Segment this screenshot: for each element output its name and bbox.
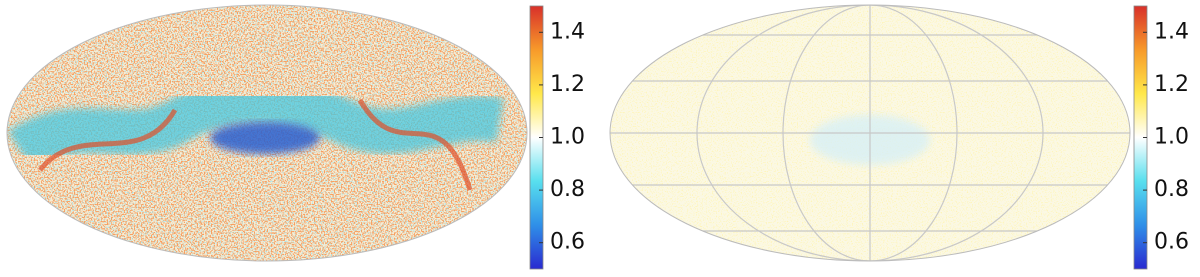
colorbar-tick-label: 1.4 bbox=[550, 19, 585, 44]
map-outline bbox=[609, 4, 1131, 262]
colorbar-tick-label: 0.8 bbox=[550, 177, 585, 202]
colorbar-tick-label: 0.6 bbox=[1154, 230, 1189, 255]
colorbar-tick-label: 0.8 bbox=[1154, 177, 1189, 202]
colorbar-tick-label: 1.0 bbox=[1154, 125, 1189, 150]
colorbar-tick-label: 1.2 bbox=[1154, 72, 1189, 97]
colorbar-tick-label: 1.0 bbox=[550, 125, 585, 150]
sky-map-left bbox=[7, 5, 527, 261]
colorbar-tick-label: 1.2 bbox=[550, 72, 585, 97]
map-outline bbox=[6, 4, 528, 262]
colorbar-tick-label: 0.6 bbox=[550, 230, 585, 255]
colorbar-tick-label: 1.4 bbox=[1154, 19, 1189, 44]
sky-map-right bbox=[610, 5, 1130, 261]
